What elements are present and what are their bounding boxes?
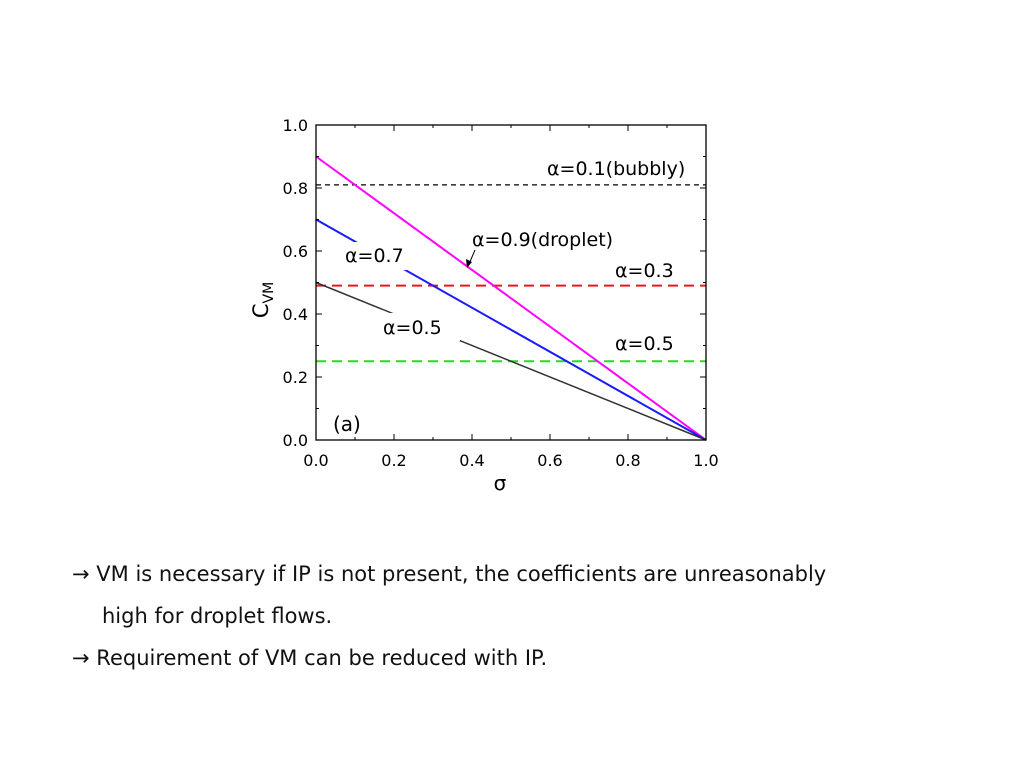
- plot-marks: [315, 155, 707, 441]
- series-line-5: [315, 281, 707, 441]
- x-tick-label: 0.6: [537, 451, 562, 470]
- y-tick-label: 0.8: [283, 179, 308, 198]
- bullet-text: Requirement of VM can be reduced with IP…: [96, 646, 548, 670]
- annotation-arrow-head: [466, 259, 472, 268]
- y-axis-label-main: C: [249, 303, 273, 318]
- arrow-icon: →: [72, 646, 90, 670]
- annotation-alpha-0-1-bubbly: α=0.1(bubbly): [547, 158, 685, 180]
- y-tick-label: 0.6: [283, 242, 308, 261]
- annotation-alpha-0-9-droplet: α=0.9(droplet): [472, 229, 613, 251]
- annotation-alpha-0-7: α=0.7: [345, 245, 404, 267]
- bullet-continuation: high for droplet flows.: [72, 595, 972, 637]
- y-tick-label: 0.0: [283, 431, 308, 450]
- x-tick-label: 0.2: [381, 451, 406, 470]
- bullet-text: high for droplet flows.: [102, 604, 333, 628]
- y-tick-label: 1.0: [283, 116, 308, 135]
- arrow-icon: →: [72, 562, 90, 586]
- annotation-alpha-0-5-left: α=0.5: [383, 317, 442, 339]
- panel-label: (a): [333, 412, 361, 436]
- bullet-list: → VM is necessary if IP is not present, …: [72, 553, 972, 679]
- x-tick-label: 0.0: [303, 451, 328, 470]
- chart: 0.0 0.2 0.4 0.6 0.8 1.0 0.0 0.2 0.4 0.6 0.8 1.0 (a)…: [249, 116, 719, 495]
- y-axis-label-sub: VM: [261, 282, 277, 304]
- svg-text:CVM: CVM: [249, 282, 277, 318]
- x-tick-label: 0.4: [459, 451, 484, 470]
- y-tick-label: 0.2: [283, 368, 308, 387]
- y-axis-label: CVM: [249, 282, 277, 318]
- label-gap-1: [378, 313, 460, 341]
- y-tick-label: 0.4: [283, 305, 308, 324]
- bullet-text: VM is necessary if IP is not present, th…: [96, 562, 827, 586]
- x-tick-label: 0.8: [615, 451, 640, 470]
- x-tick-label: 1.0: [693, 451, 718, 470]
- series-line-3: [315, 155, 707, 441]
- annotation-alpha-0-3: α=0.3: [615, 260, 674, 282]
- x-axis-label: σ: [494, 471, 507, 495]
- axis-ticks: 0.0 0.2 0.4 0.6 0.8 1.0 0.0 0.2 0.4 0.6 0.8 1.0: [283, 116, 719, 470]
- bullet-item: → VM is necessary if IP is not present, …: [72, 553, 972, 595]
- annotation-alpha-0-5-right: α=0.5: [615, 333, 674, 355]
- label-gap-0: [342, 242, 412, 270]
- bullet-item: → Requirement of VM can be reduced with …: [72, 637, 972, 679]
